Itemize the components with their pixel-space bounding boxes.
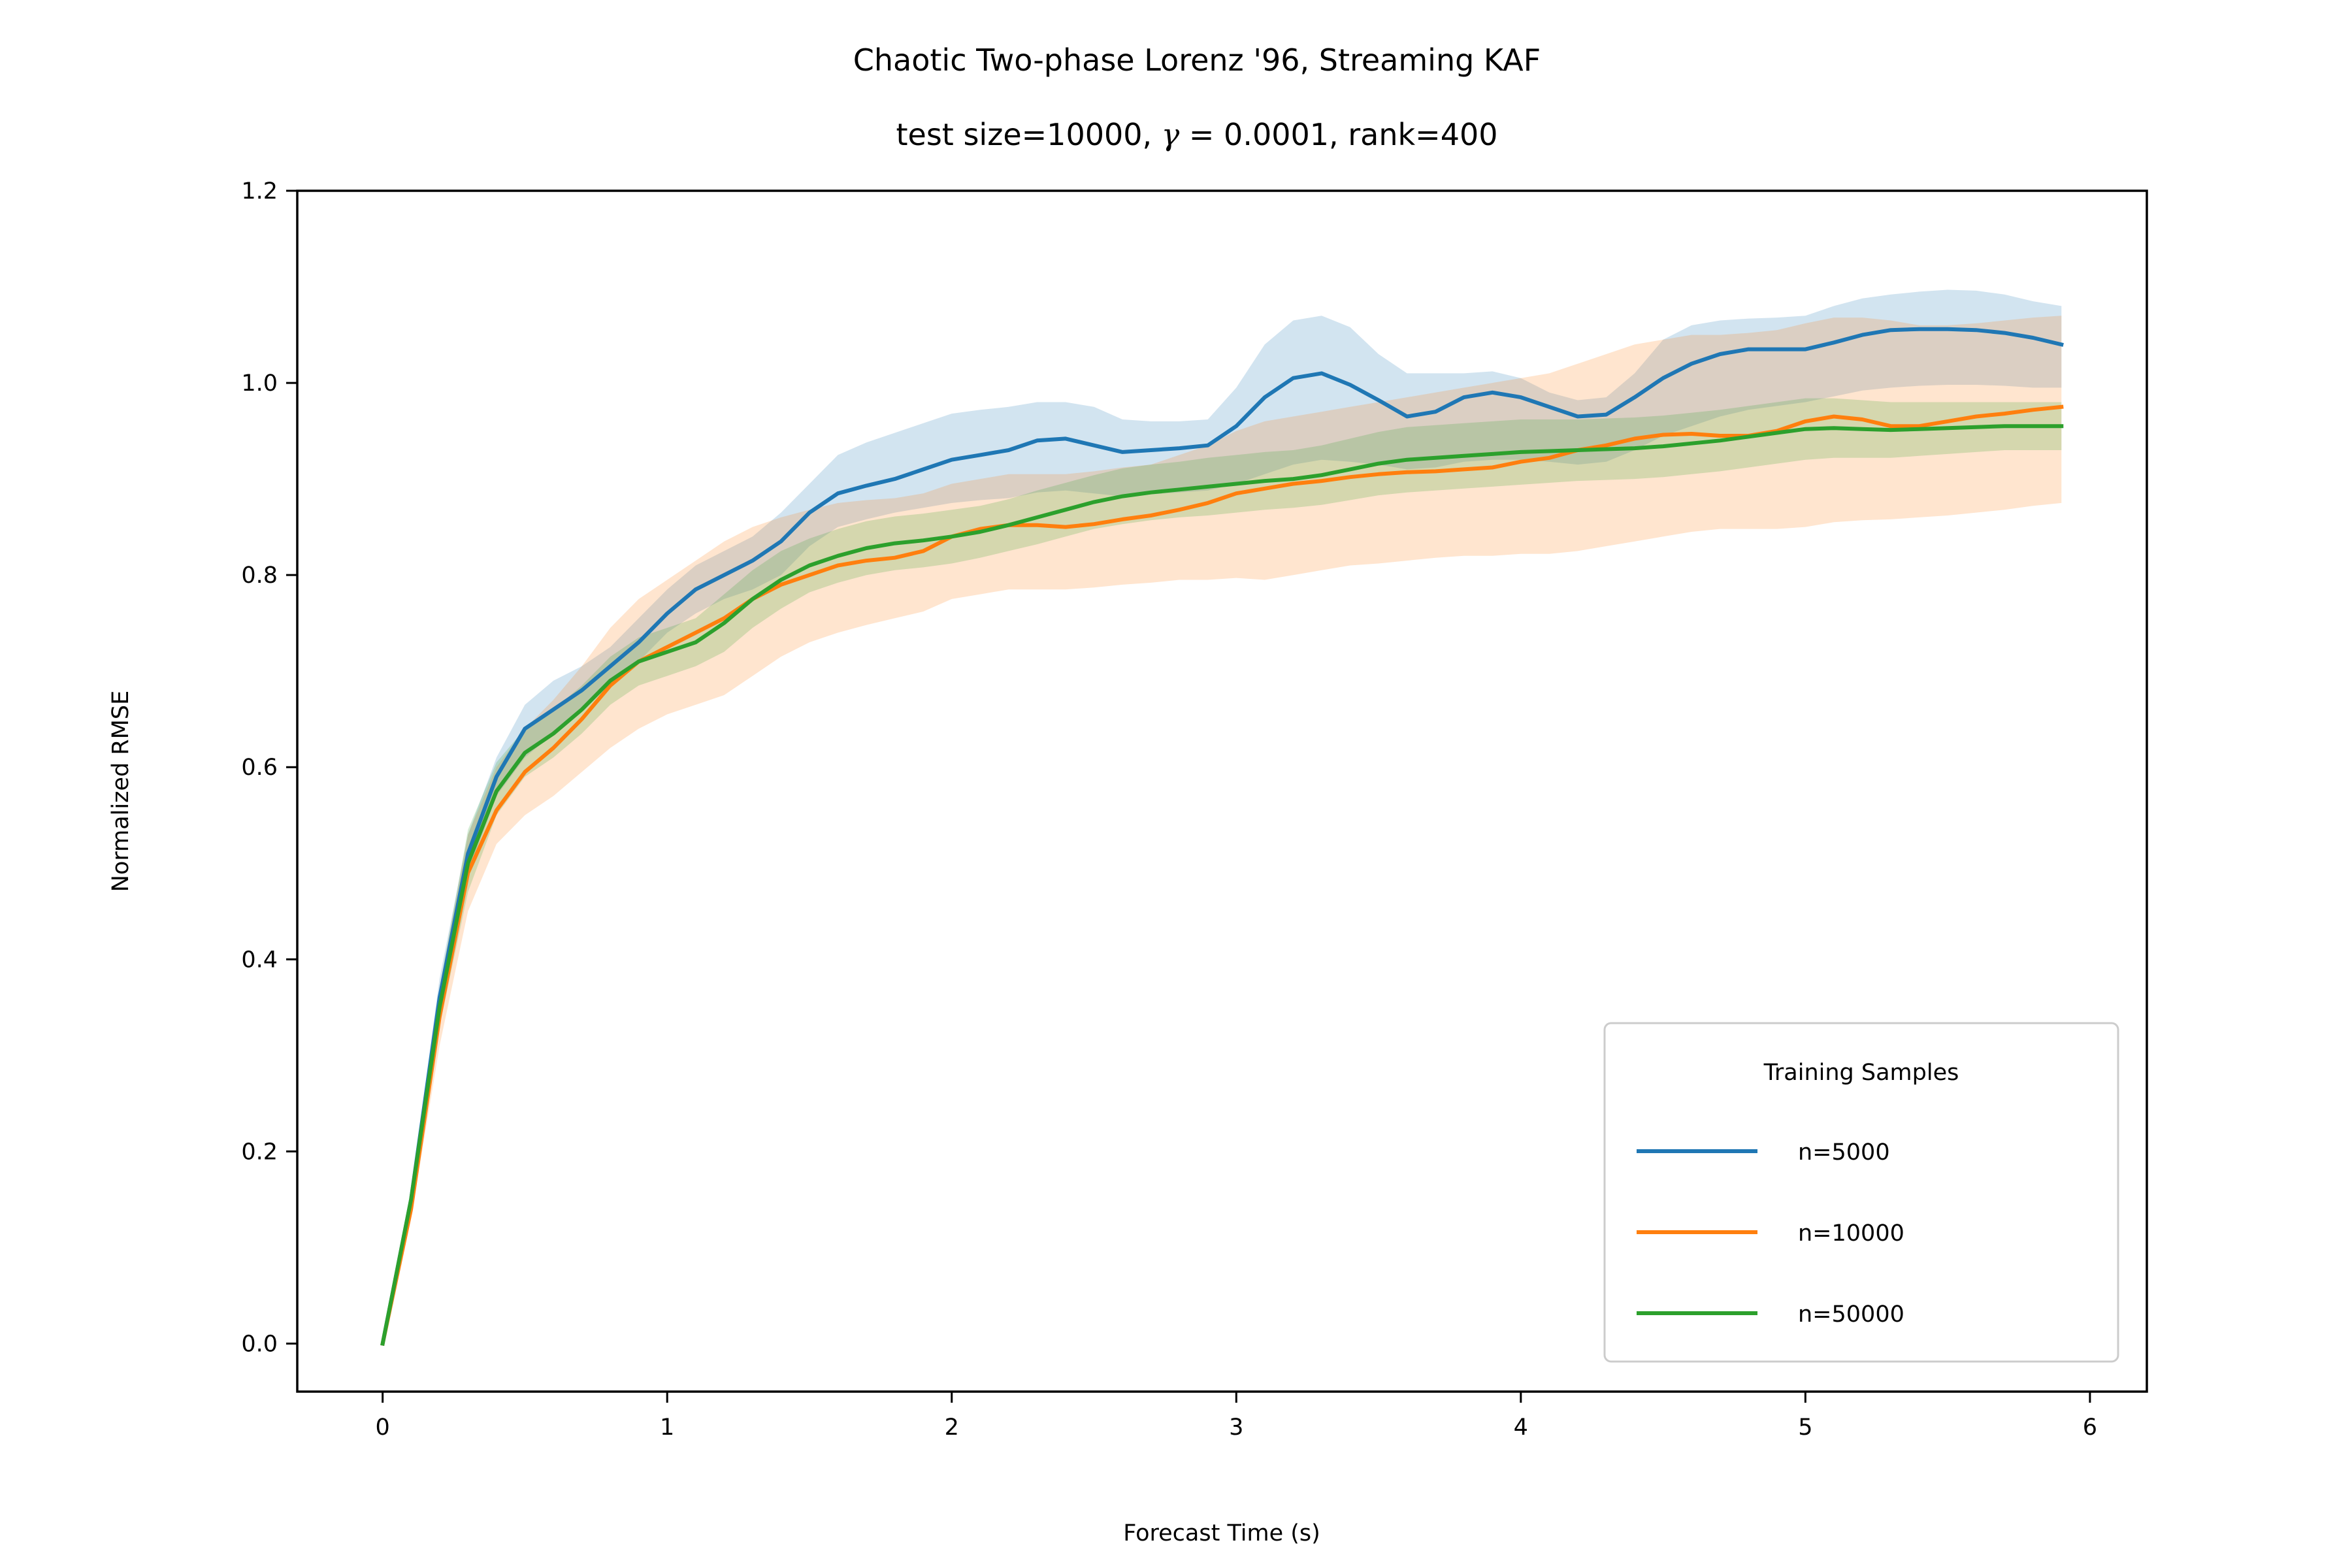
x-axis-label: Forecast Time (s) — [1123, 1520, 1320, 1546]
x-tick-label: 0 — [376, 1414, 390, 1441]
x-tick-label: 6 — [2083, 1414, 2097, 1441]
legend-title: Training Samples — [1763, 1060, 1959, 1086]
y-tick-label: 1.2 — [241, 178, 278, 204]
series-lines — [380, 327, 2064, 1347]
title-line2-suffix: = 0.0001, rank=400 — [1179, 117, 1497, 152]
x-tick-label: 4 — [1514, 1414, 1528, 1441]
x-tick-label: 1 — [660, 1414, 674, 1441]
y-tick-label: 0.8 — [241, 563, 278, 589]
y-tick-label: 0.4 — [241, 947, 278, 973]
y-axis-label: Normalized RMSE — [108, 691, 134, 892]
y-tick-label: 0.0 — [241, 1331, 278, 1357]
y-tick-label: 0.6 — [241, 755, 278, 781]
chart-title-line1: Chaotic Two-phase Lorenz '96, Streaming … — [853, 42, 1541, 78]
y-axis: 0.0 0.2 0.4 0.6 0.8 1.0 1.2 — [241, 178, 297, 1357]
line-n-50000 — [380, 424, 2064, 1347]
title-gamma-symbol: γ — [1162, 117, 1180, 152]
legend-entries: n=5000 n=10000 n=50000 — [1637, 1139, 1904, 1328]
confidence-bands — [382, 289, 2062, 1344]
x-tick-label: 3 — [1229, 1414, 1243, 1441]
x-tick-label: 2 — [945, 1414, 959, 1441]
y-tick-label: 1.0 — [241, 370, 278, 397]
legend: Training Samples n=5000 n=10000 n=50000 — [1603, 1022, 2119, 1363]
band-n-10000 — [382, 316, 2062, 1344]
title-line2-prefix: test size=10000, — [896, 117, 1161, 152]
chart-title: Chaotic Two-phase Lorenz '96, Streaming … — [853, 42, 1541, 152]
line-n-5000 — [380, 327, 2064, 1347]
legend-label-n-50000: n=50000 — [1798, 1301, 1904, 1328]
y-tick-label: 0.2 — [241, 1139, 278, 1165]
chart-title-line2: test size=10000, γ = 0.0001, rank=400 — [896, 117, 1497, 152]
legend-box — [1603, 1022, 2119, 1363]
legend-label-n-10000: n=10000 — [1798, 1220, 1904, 1247]
line-n-10000 — [380, 404, 2064, 1347]
x-axis: 0 1 2 3 4 5 6 — [376, 1392, 2097, 1441]
legend-label-n-5000: n=5000 — [1798, 1139, 1890, 1166]
plot-frame — [296, 189, 2148, 1393]
band-n-5000 — [382, 289, 2062, 1344]
x-tick-label: 5 — [1798, 1414, 1812, 1441]
